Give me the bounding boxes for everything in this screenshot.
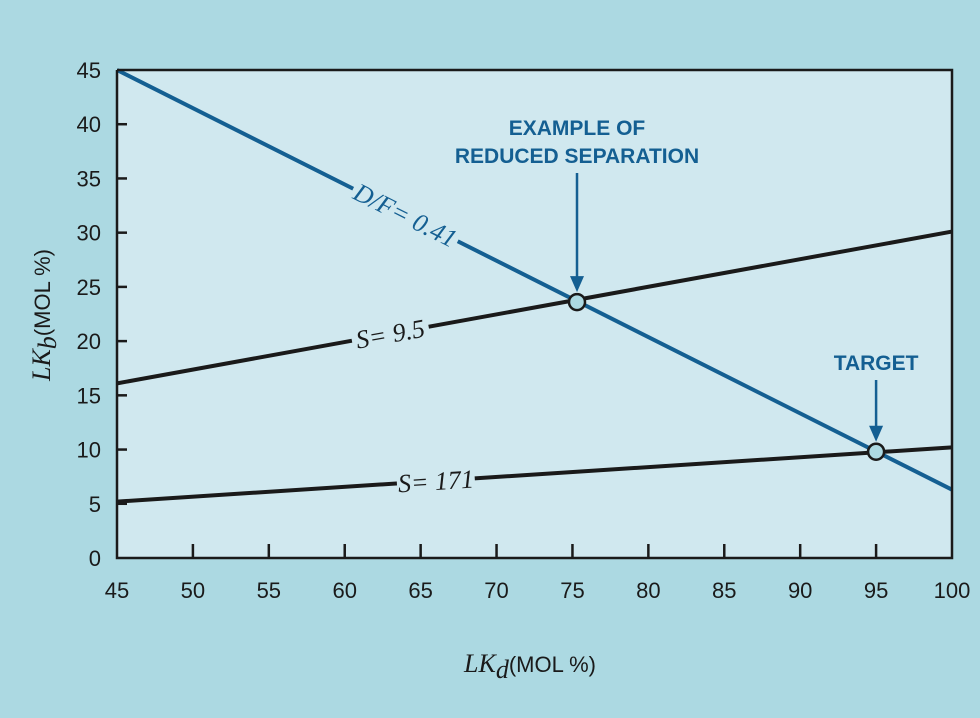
annotation-text: TARGET (834, 352, 919, 375)
x-tick-label: 100 (934, 578, 971, 603)
y-tick-label: 35 (77, 166, 101, 191)
arrowhead-icon (570, 276, 585, 293)
series-line-1 (116, 229, 953, 386)
x-tick-label: 80 (636, 578, 660, 603)
x-tick-label: 70 (484, 578, 508, 603)
plot-area (117, 70, 952, 558)
x-tick-label: 90 (788, 578, 812, 603)
x-tick-label: 50 (181, 578, 205, 603)
annotation-text: EXAMPLE OF (509, 117, 646, 140)
y-tick-label: 45 (77, 58, 101, 83)
y-tick-label: 0 (89, 546, 101, 571)
y-axis-label: LKb(MOL %) (27, 249, 62, 382)
arrowhead-icon (869, 425, 884, 442)
point-target (866, 442, 886, 461)
x-tick-label: 45 (105, 578, 129, 603)
series-label-gap (348, 179, 463, 251)
y-tick-label: 30 (77, 221, 101, 246)
x-tick-label: 75 (560, 578, 584, 603)
x-tick-label: 85 (712, 578, 736, 603)
y-tick-label: 10 (77, 438, 101, 463)
y-tick-label: 15 (77, 383, 101, 408)
series-line-2 (116, 445, 953, 504)
series-label-gap (350, 316, 431, 351)
y-tick-label: 5 (89, 492, 101, 517)
series-line-0 (116, 68, 953, 492)
series-label-gap (396, 468, 476, 494)
series-label-2: S= 171 (397, 464, 475, 498)
x-tick-label: 95 (864, 578, 888, 603)
y-tick-label: 25 (77, 275, 101, 300)
x-tick-label: 55 (257, 578, 281, 603)
annotation-text: REDUCED SEPARATION (455, 145, 699, 168)
x-tick-label: 60 (332, 578, 356, 603)
point-reduced-separation (567, 292, 587, 312)
x-tick-label: 65 (408, 578, 432, 603)
y-tick-label: 40 (77, 112, 101, 137)
y-tick-label: 20 (77, 329, 101, 354)
x-axis-label: LKd(MOL %) (463, 649, 596, 684)
